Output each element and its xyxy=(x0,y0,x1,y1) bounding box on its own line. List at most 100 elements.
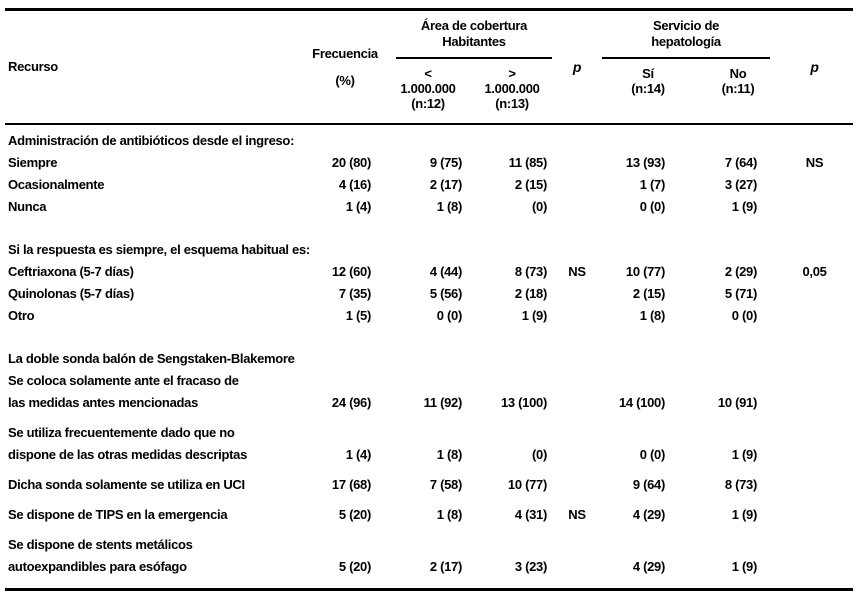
row-label: Siempre xyxy=(8,154,58,170)
lt-1m-cell: 4 (44) xyxy=(429,263,462,279)
table-row: Ocasionalmente 4 (16) 2 (17) 2 (15) 1 (7) 3 (… xyxy=(5,174,853,196)
lt-1m-cell: 0 (0) xyxy=(436,307,463,323)
frecuencia-line1: Frecuencia xyxy=(312,45,378,61)
subheader-row: < 1.000.000 (n:12) > 1.000.000 (n:13) Sí… xyxy=(5,62,853,124)
gt-1m-n: (n:13) xyxy=(495,95,529,111)
table-row: Se utiliza frecuentemente dado que no dis… xyxy=(5,414,853,466)
p-area-cell xyxy=(558,283,596,305)
p-area-cell xyxy=(558,152,596,174)
gt-1m-cell: (0) xyxy=(532,198,548,214)
area-line2: Habitantes xyxy=(442,34,506,49)
hepatologia-si-cell: 0 (0) xyxy=(639,446,666,462)
col-header-p-area: p xyxy=(558,10,596,124)
hepatologia-no-cell: 0 (0) xyxy=(731,307,758,323)
p-servicio-cell xyxy=(776,414,853,466)
lt-1m-cell: 5 (56) xyxy=(429,285,462,301)
servicio-hepatologia-label: Servicio de hepatología xyxy=(602,18,771,59)
lt-1m-cell: 1 (8) xyxy=(436,198,463,214)
lt-1m-cell: 11 (92) xyxy=(423,394,463,410)
row-label: Se coloca solamente ante el fracaso de la… xyxy=(8,372,239,410)
col-header-lt-1m: < 1.000.000 (n:12) xyxy=(390,62,466,124)
lt-1m-value: 1.000.000 xyxy=(400,80,456,96)
frecuencia-cell: 5 (20) xyxy=(338,558,371,574)
hepatologia-si-cell: 2 (15) xyxy=(632,285,666,301)
table-body: Administración de antibióticos desde el … xyxy=(5,124,853,590)
hepatologia-si-cell: 0 (0) xyxy=(639,198,666,214)
hepatologia-si-cell: 14 (100) xyxy=(618,394,666,410)
p-area-cell xyxy=(558,196,596,218)
frecuencia-cell: 1 (4) xyxy=(345,446,372,462)
p-servicio-cell xyxy=(776,174,853,196)
group-header-row: Recurso Frecuencia (%) Área de cobertura… xyxy=(5,10,853,88)
p-area-cell xyxy=(558,466,596,496)
hepatologia-no-cell: 3 (27) xyxy=(724,176,758,192)
hepatologia-no-cell: 7 (64) xyxy=(724,154,758,170)
gt-1m-cell: 10 (77) xyxy=(507,476,548,492)
gt-1m-value: 1.000.000 xyxy=(484,80,540,96)
lt-symbol: < xyxy=(424,65,432,81)
row-label: Se dispone de TIPS en la emergencia xyxy=(8,506,228,522)
row-label: Se dispone de stents metálicos autoexpand… xyxy=(8,536,193,574)
row-label: Otro xyxy=(8,307,35,323)
row-label: La doble sonda balón de Sengstaken-Blake… xyxy=(8,350,295,366)
p-area-cell xyxy=(558,370,596,414)
table-row: Se dispone de stents metálicos autoexpand… xyxy=(5,526,853,590)
row-label: Se utiliza frecuentemente dado que no dis… xyxy=(8,424,248,462)
frecuencia-cell: 4 (16) xyxy=(338,176,371,192)
si-n: (n:14) xyxy=(631,80,665,96)
hepatologia-no-cell: 1 (9) xyxy=(731,558,758,574)
p-servicio-cell xyxy=(776,196,853,218)
p-servicio-cell xyxy=(776,526,853,590)
col-header-p-servicio: p xyxy=(776,10,853,124)
col-header-frecuencia: Frecuencia (%) xyxy=(300,10,390,124)
p-area-cell: NS xyxy=(568,263,586,279)
frecuencia-cell: 1 (5) xyxy=(345,307,372,323)
gt-1m-cell: 1 (9) xyxy=(521,307,548,323)
hepatologia-no-cell: 10 (91) xyxy=(717,394,758,410)
p-servicio-cell xyxy=(776,466,853,496)
frecuencia-cell: 20 (80) xyxy=(331,154,371,170)
servicio-line1: Servicio de xyxy=(652,18,720,33)
lt-1m-cell: 1 (8) xyxy=(436,446,463,462)
gt-1m-cell: 13 (100) xyxy=(500,394,548,410)
area-cobertura-label: Área de cobertura Habitantes xyxy=(396,18,553,59)
si-label: Sí xyxy=(642,65,654,81)
row-label: Nunca xyxy=(8,198,47,214)
table-row: Quinolonas (5-7 días) 7 (35) 5 (56) 2 (18) 2… xyxy=(5,283,853,305)
frecuencia-cell: 17 (68) xyxy=(331,476,371,492)
group-header-area-cobertura: Área de cobertura Habitantes xyxy=(390,10,558,62)
p-area-cell: NS xyxy=(568,506,586,522)
table-row: Ceftriaxona (5-7 días) 12 (60) 4 (44) 8 (73… xyxy=(5,261,853,283)
hepatologia-si-cell: 10 (77) xyxy=(625,263,666,279)
table-row: Otro 1 (5) 0 (0) 1 (9) 1 (8) 0 (0) xyxy=(5,305,853,327)
p-servicio-cell xyxy=(776,305,853,327)
table-header: Recurso Frecuencia (%) Área de cobertura… xyxy=(5,10,854,124)
p-servicio-label: p xyxy=(810,58,819,75)
lt-1m-cell: 7 (58) xyxy=(429,476,462,492)
p-servicio-cell xyxy=(776,370,853,414)
section-header-row: Si la respuesta es siempre, el esquema h… xyxy=(5,218,853,261)
p-servicio-cell xyxy=(776,496,853,526)
gt-1m-cell: 3 (23) xyxy=(514,558,548,574)
p-area-cell xyxy=(558,414,596,466)
no-n: (n:11) xyxy=(721,80,755,96)
p-area-cell xyxy=(558,174,596,196)
resource-survey-table: Recurso Frecuencia (%) Área de cobertura… xyxy=(5,8,854,591)
hepatologia-si-cell: 4 (29) xyxy=(632,506,666,522)
row-label: Administración de antibióticos desde el … xyxy=(8,132,295,148)
row-label: Quinolonas (5-7 días) xyxy=(8,285,134,301)
table-row: Se coloca solamente ante el fracaso de la… xyxy=(5,370,853,414)
hepatologia-no-cell: 1 (9) xyxy=(731,446,758,462)
no-label: No xyxy=(729,65,747,81)
p-area-label: p xyxy=(572,58,582,75)
hepatologia-si-cell: 9 (64) xyxy=(632,476,666,492)
gt-1m-cell: 8 (73) xyxy=(514,263,548,279)
gt-1m-cell: 2 (15) xyxy=(514,176,548,192)
frecuencia-cell: 5 (20) xyxy=(338,506,371,522)
area-line1: Área de cobertura xyxy=(420,18,528,33)
gt-1m-cell: 11 (85) xyxy=(508,154,548,170)
recurso-label: Recurso xyxy=(8,59,58,75)
lt-1m-cell: 2 (17) xyxy=(429,558,462,574)
group-header-servicio-hepatologia: Servicio de hepatología xyxy=(596,10,776,62)
row-label: Dicha sonda solamente se utiliza en UCI xyxy=(8,476,245,492)
